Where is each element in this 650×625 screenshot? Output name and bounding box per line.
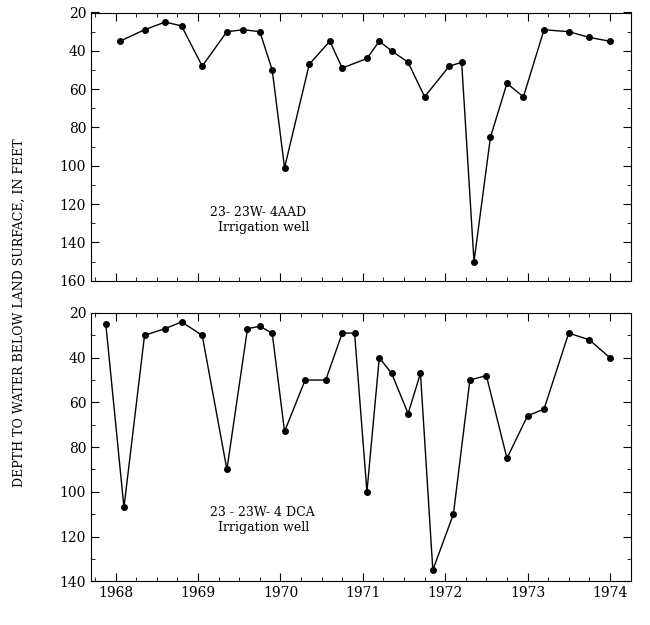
Text: DEPTH TO WATER BELOW LAND SURFACE, IN FEET: DEPTH TO WATER BELOW LAND SURFACE, IN FE… <box>13 138 26 487</box>
Text: 23 - 23W- 4 DCA
  Irrigation well: 23 - 23W- 4 DCA Irrigation well <box>210 506 315 534</box>
Text: 23- 23W- 4AAD
  Irrigation well: 23- 23W- 4AAD Irrigation well <box>210 206 309 234</box>
